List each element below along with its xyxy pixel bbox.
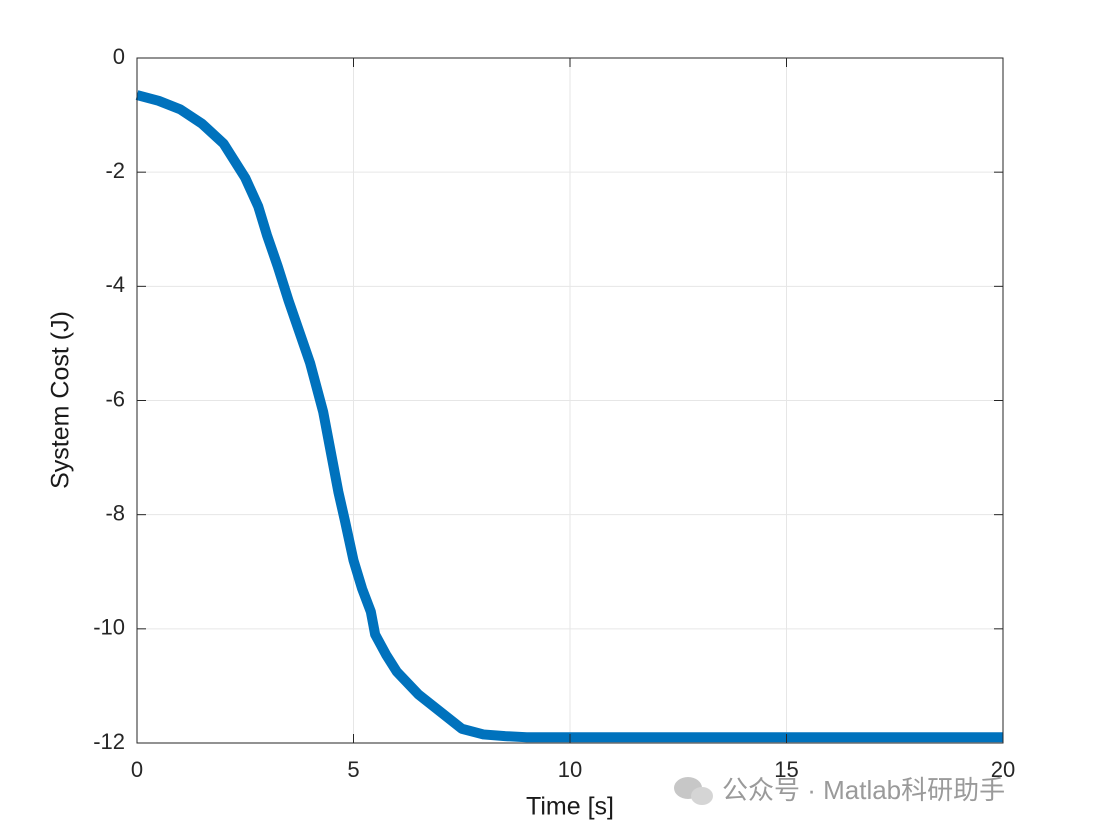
y-tick-label: -4 [105, 272, 125, 297]
line-series [135, 90, 1003, 743]
y-tick-label: -8 [105, 500, 125, 525]
y-tick-label: -12 [93, 729, 125, 754]
watermark-text: 公众号 · Matlab科研助手 [722, 775, 1005, 805]
y-tick-label: -2 [105, 158, 125, 183]
watermark-icon [691, 787, 713, 805]
y-tick-label: -6 [105, 386, 125, 411]
x-tick-label: 5 [347, 757, 359, 782]
x-axis-label: Time [s] [526, 793, 614, 821]
x-tick-label: 20 [991, 757, 1015, 782]
x-tick-label: 10 [558, 757, 582, 782]
x-tick-label: 15 [774, 757, 798, 782]
y-axis-label: System Cost (J) [47, 311, 75, 489]
y-tick-label: 0 [113, 44, 125, 69]
x-tick-label: 0 [131, 757, 143, 782]
watermark [674, 777, 713, 805]
plot-layer [135, 90, 1003, 743]
tick-layer: 0 5 10 15 20 -12 -10 -8 -6 -4 -2 0 [93, 44, 1015, 782]
y-tick-label: -10 [93, 615, 125, 640]
